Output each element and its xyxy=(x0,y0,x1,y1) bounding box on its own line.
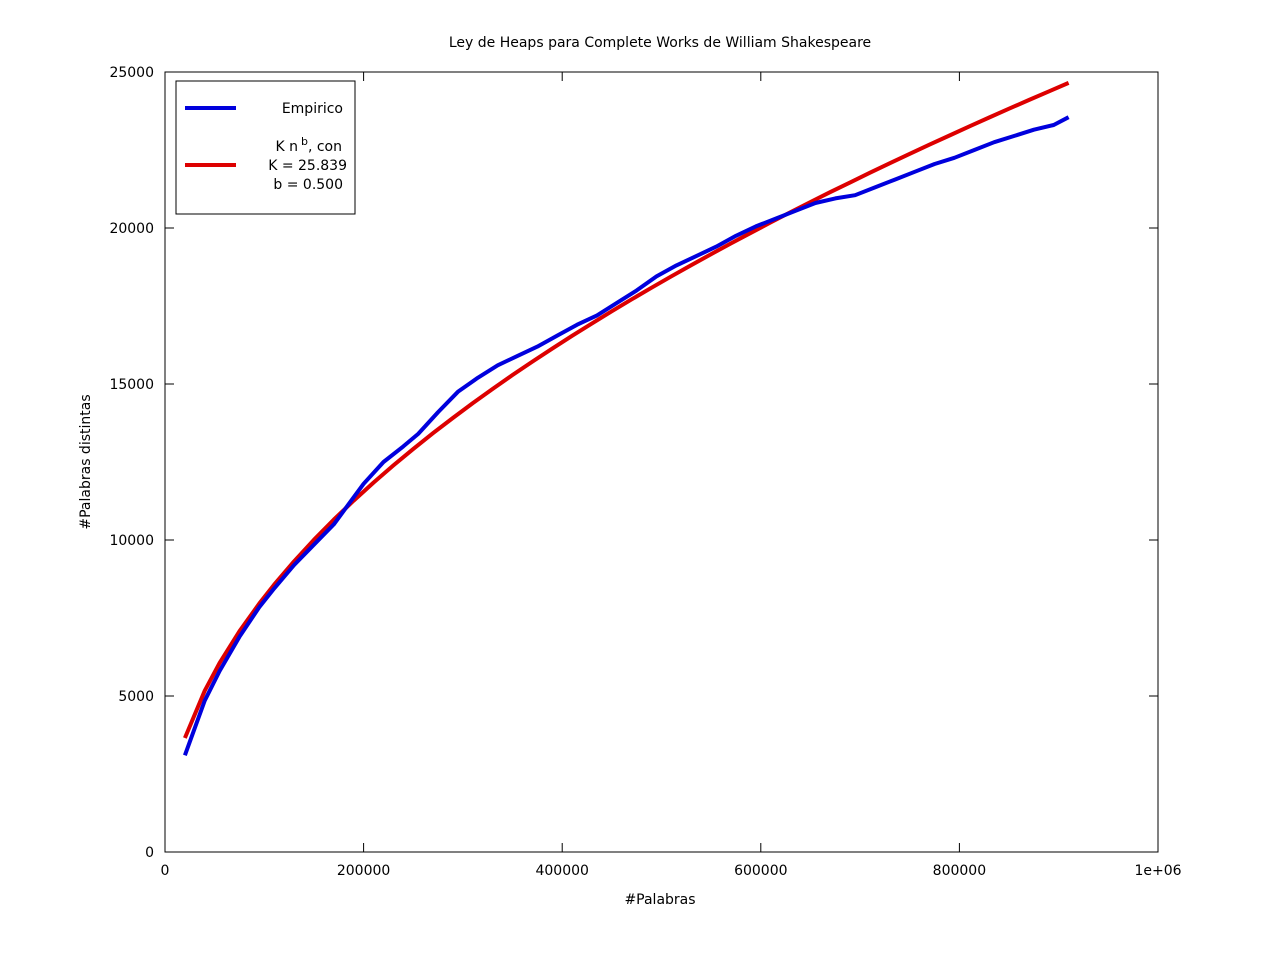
plot-border xyxy=(164,71,1159,853)
legend-fit-exponent: b xyxy=(301,135,308,148)
x-tick-label: 1e+06 xyxy=(1134,863,1181,879)
legend-label-fit-formula: K n b, con xyxy=(275,135,342,155)
y-tick-label: 20000 xyxy=(109,221,154,237)
y-tick-label: 0 xyxy=(145,845,154,861)
y-tick-label: 10000 xyxy=(109,533,154,549)
series-layer xyxy=(183,81,1070,756)
series-line-fit xyxy=(183,81,1070,739)
y-tick-label: 25000 xyxy=(109,65,154,81)
x-tick-label: 400000 xyxy=(535,863,588,879)
x-tick-label: 0 xyxy=(161,863,170,879)
x-axis-label: #Palabras xyxy=(624,892,695,908)
legend: Empirico K n b, con K = 25.839 b = 0.500 xyxy=(175,80,356,215)
legend-fit-suffix: , con xyxy=(308,139,342,155)
x-axis: 0 200000 400000 600000 800000 1e+06 xyxy=(161,72,1182,879)
y-axis-label: #Palabras distintas xyxy=(78,394,94,529)
x-tick-label: 800000 xyxy=(933,863,986,879)
legend-label-empirico: Empirico xyxy=(282,101,343,117)
legend-box xyxy=(175,80,356,215)
chart-title: Ley de Heaps para Complete Works de Will… xyxy=(449,35,871,51)
legend-label-fit-b: b = 0.500 xyxy=(273,177,343,193)
x-tick-label: 600000 xyxy=(734,863,787,879)
y-tick-label: 15000 xyxy=(109,377,154,393)
y-tick-label: 5000 xyxy=(118,689,154,705)
x-tick-label: 200000 xyxy=(337,863,390,879)
legend-fit-prefix: K n xyxy=(275,139,298,155)
plot-frame xyxy=(164,71,1159,853)
series-line-empirico xyxy=(183,115,1070,756)
legend-label-fit-k: K = 25.839 xyxy=(268,158,347,174)
y-axis: 0 5000 10000 15000 20000 25000 xyxy=(109,65,1158,861)
